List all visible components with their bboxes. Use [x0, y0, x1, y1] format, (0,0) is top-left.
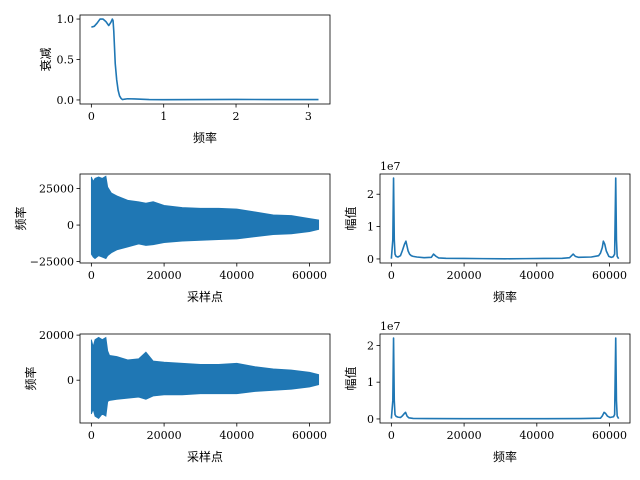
subplot-spectrum-2: 0 20000 40000 60000 0 1 2 1e7 频率 幅值 — [343, 320, 631, 464]
y-tick-label: 0.5 — [57, 54, 75, 67]
x-tick-label: 60000 — [592, 429, 627, 442]
x-tick-label: 20000 — [147, 269, 182, 282]
x-tick-label: 40000 — [219, 429, 254, 442]
y-axis-label: 衰减 — [38, 47, 53, 71]
x-tick-label: 1 — [160, 110, 167, 123]
y-tick-label: 2 — [367, 339, 374, 352]
x-axis-label: 频率 — [193, 130, 217, 145]
x-tick-label: 0 — [88, 110, 95, 123]
y-axis-label: 幅值 — [343, 366, 358, 390]
y-offset-text: 1e7 — [380, 320, 401, 333]
x-tick-label: 40000 — [519, 269, 554, 282]
y-axis-label: 幅值 — [343, 206, 358, 230]
axes-frame — [379, 333, 631, 424]
axes-frame — [79, 173, 331, 264]
series-line — [390, 337, 620, 420]
y-tick-label: 20000 — [39, 329, 74, 342]
x-tick-label: 2 — [233, 110, 240, 123]
x-tick-label: 20000 — [147, 429, 182, 442]
y-tick-label: 25000 — [39, 183, 74, 196]
subplot-spectrum-1: 0 20000 40000 60000 0 1 2 1e7 频率 幅值 — [343, 160, 631, 304]
x-tick-label: 0 — [388, 429, 395, 442]
axes-frame — [379, 173, 631, 264]
y-tick-label: 0 — [367, 253, 374, 266]
x-tick-label: 40000 — [519, 429, 554, 442]
y-tick-label: 0.0 — [57, 94, 75, 107]
x-axis-label: 采样点 — [187, 289, 223, 304]
x-tick-label: 40000 — [219, 269, 254, 282]
series-line — [390, 177, 620, 260]
y-tick-label: 0 — [67, 219, 74, 232]
x-tick-label: 0 — [88, 429, 95, 442]
axes-frame — [79, 333, 331, 424]
y-offset-text: 1e7 — [380, 160, 401, 173]
series-line — [91, 18, 319, 101]
x-tick-label: 20000 — [447, 429, 482, 442]
subplot-signal-2: 0 20000 40000 60000 0 20000 采样点 频率 — [23, 329, 331, 464]
y-tick-label: −25000 — [30, 256, 74, 269]
y-axis-label: 频率 — [23, 366, 38, 390]
x-tick-label: 60000 — [292, 269, 327, 282]
x-tick-label: 60000 — [292, 429, 327, 442]
subplot-filter-response: 0 1 2 3 0.0 0.5 1.0 频率 衰减 — [38, 13, 331, 145]
x-tick-label: 3 — [305, 110, 312, 123]
x-tick-label: 20000 — [447, 269, 482, 282]
signal-waveform — [90, 175, 320, 260]
y-tick-label: 0 — [67, 374, 74, 387]
x-tick-label: 60000 — [592, 269, 627, 282]
y-tick-label: 0 — [367, 413, 374, 426]
y-axis-label: 频率 — [13, 206, 28, 230]
y-tick-label: 1.0 — [57, 13, 75, 26]
subplot-signal-1: 0 20000 40000 60000 −25000 0 25000 采样点 频率 — [13, 173, 331, 304]
x-tick-label: 0 — [88, 269, 95, 282]
signal-waveform — [90, 336, 320, 420]
y-tick-label: 1 — [367, 221, 374, 234]
x-axis-label: 频率 — [493, 449, 517, 464]
y-tick-label: 1 — [367, 376, 374, 389]
y-tick-label: 2 — [367, 188, 374, 201]
x-axis-label: 频率 — [493, 289, 517, 304]
x-tick-label: 0 — [388, 269, 395, 282]
x-axis-label: 采样点 — [187, 449, 223, 464]
